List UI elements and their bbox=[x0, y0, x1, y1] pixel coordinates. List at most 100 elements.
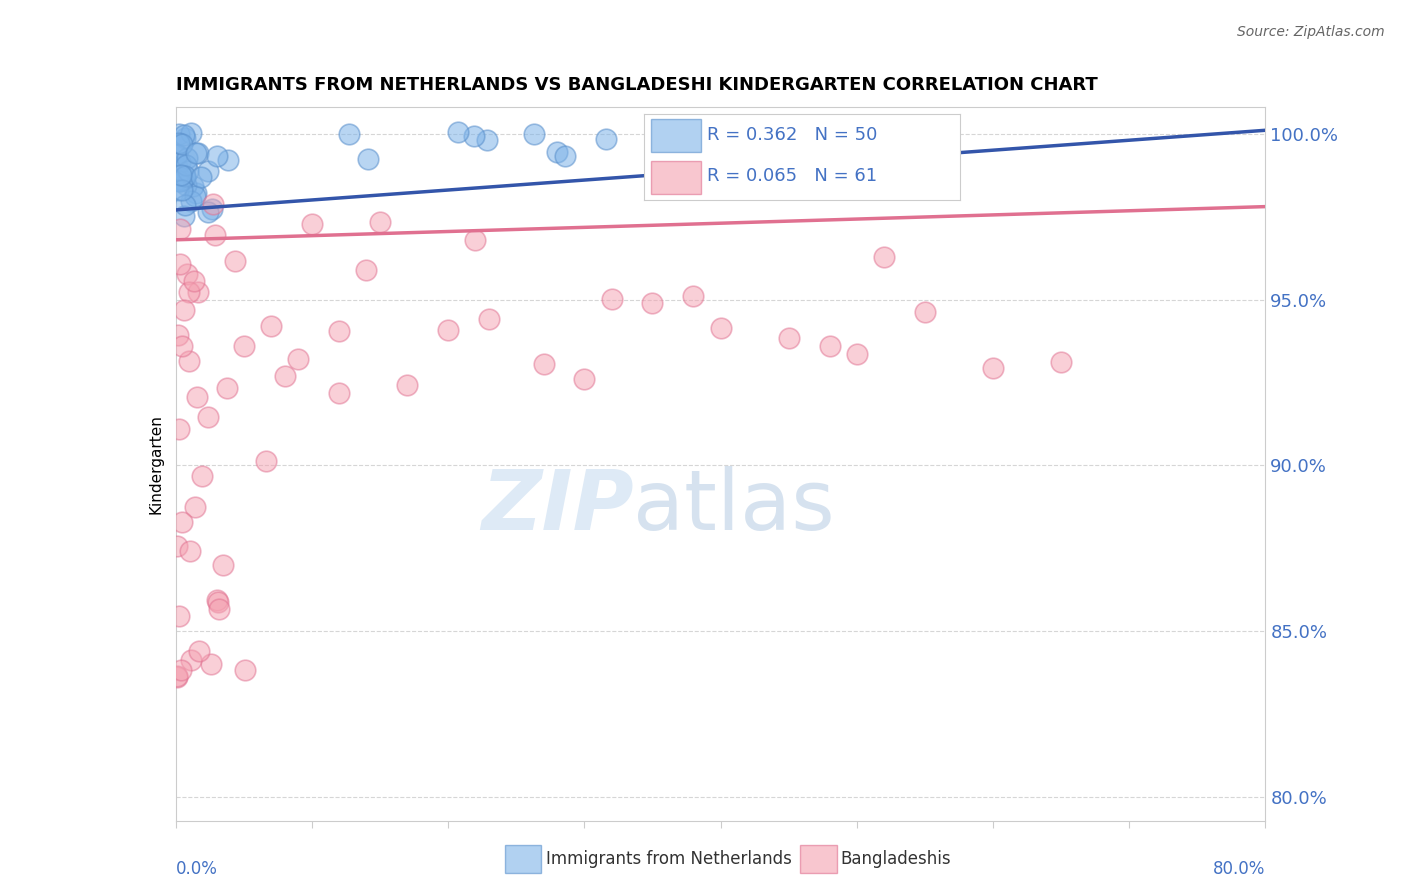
Point bbox=[186, 186, 208, 200]
Point bbox=[914, 305, 936, 319]
Point bbox=[187, 643, 209, 657]
Point bbox=[368, 215, 391, 229]
Point bbox=[682, 289, 704, 303]
Point bbox=[166, 183, 188, 197]
Point bbox=[766, 133, 789, 147]
Point bbox=[554, 149, 576, 163]
Point bbox=[170, 663, 193, 677]
Point bbox=[463, 129, 485, 144]
Point bbox=[710, 321, 733, 335]
Point bbox=[172, 173, 194, 187]
Point bbox=[204, 228, 226, 243]
Text: Source: ZipAtlas.com: Source: ZipAtlas.com bbox=[1237, 25, 1385, 39]
Point bbox=[254, 453, 277, 467]
Text: 80.0%: 80.0% bbox=[1213, 860, 1265, 878]
Point bbox=[180, 126, 202, 140]
Point bbox=[574, 371, 596, 385]
Point bbox=[166, 328, 188, 343]
Point bbox=[274, 368, 297, 383]
Point bbox=[778, 129, 800, 144]
Point bbox=[215, 381, 238, 395]
Point bbox=[174, 169, 197, 184]
Point bbox=[172, 339, 194, 353]
Point bbox=[183, 189, 205, 203]
Point bbox=[179, 285, 201, 300]
Point bbox=[595, 132, 617, 146]
Point bbox=[818, 339, 841, 353]
Point bbox=[845, 347, 868, 361]
Point bbox=[337, 127, 360, 141]
Point bbox=[328, 386, 350, 401]
Text: Immigrants from Netherlands: Immigrants from Netherlands bbox=[546, 850, 792, 868]
Point bbox=[475, 133, 498, 147]
Point bbox=[167, 136, 190, 151]
Point bbox=[166, 669, 188, 683]
Point bbox=[180, 653, 202, 667]
Point bbox=[201, 202, 224, 216]
Point bbox=[478, 311, 501, 326]
Point bbox=[167, 609, 190, 624]
Point bbox=[197, 205, 219, 219]
Point bbox=[287, 352, 309, 367]
Point bbox=[179, 543, 201, 558]
Text: atlas: atlas bbox=[633, 467, 835, 547]
Point bbox=[174, 178, 197, 192]
Text: Bangladeshis: Bangladeshis bbox=[841, 850, 952, 868]
Point bbox=[523, 127, 546, 141]
Point bbox=[232, 339, 254, 353]
Point bbox=[170, 515, 193, 529]
Point bbox=[167, 422, 190, 436]
Point bbox=[179, 354, 201, 368]
Point bbox=[181, 179, 204, 194]
Point bbox=[235, 663, 257, 677]
Point bbox=[202, 196, 225, 211]
Point bbox=[169, 221, 191, 235]
Point bbox=[173, 210, 195, 224]
Point bbox=[176, 151, 198, 165]
Text: ZIP: ZIP bbox=[481, 467, 633, 547]
Point bbox=[169, 174, 191, 188]
Point bbox=[166, 173, 188, 187]
Point bbox=[180, 194, 202, 208]
Point bbox=[208, 602, 231, 616]
Point bbox=[301, 217, 323, 231]
Point bbox=[197, 164, 219, 178]
Point bbox=[207, 595, 229, 609]
Point bbox=[190, 169, 212, 184]
Point bbox=[177, 164, 200, 178]
Point bbox=[174, 131, 197, 145]
Point bbox=[169, 127, 191, 141]
Point bbox=[166, 670, 188, 684]
Point bbox=[173, 128, 195, 142]
Point bbox=[176, 268, 198, 282]
Point bbox=[197, 409, 219, 424]
Point bbox=[184, 500, 207, 515]
Point bbox=[173, 170, 195, 185]
Point bbox=[873, 250, 896, 264]
Point bbox=[356, 262, 378, 277]
Point bbox=[205, 593, 228, 607]
Point bbox=[447, 125, 470, 139]
Point bbox=[166, 539, 188, 553]
Point bbox=[191, 468, 214, 483]
Point bbox=[166, 147, 188, 161]
Point bbox=[778, 331, 800, 345]
Point bbox=[183, 275, 205, 289]
Point bbox=[174, 158, 197, 172]
Point bbox=[396, 378, 419, 392]
Point bbox=[981, 361, 1004, 376]
Point bbox=[260, 319, 283, 334]
Point bbox=[187, 285, 209, 300]
Point bbox=[169, 257, 191, 271]
Point bbox=[217, 153, 239, 167]
Point bbox=[166, 160, 188, 174]
Point bbox=[212, 558, 235, 572]
Point bbox=[763, 139, 786, 153]
Point bbox=[328, 324, 350, 338]
Point bbox=[437, 323, 460, 337]
Text: 0.0%: 0.0% bbox=[176, 860, 218, 878]
Y-axis label: Kindergarten: Kindergarten bbox=[149, 414, 165, 514]
Point bbox=[641, 295, 664, 310]
Point bbox=[205, 149, 228, 163]
Point bbox=[187, 145, 209, 160]
